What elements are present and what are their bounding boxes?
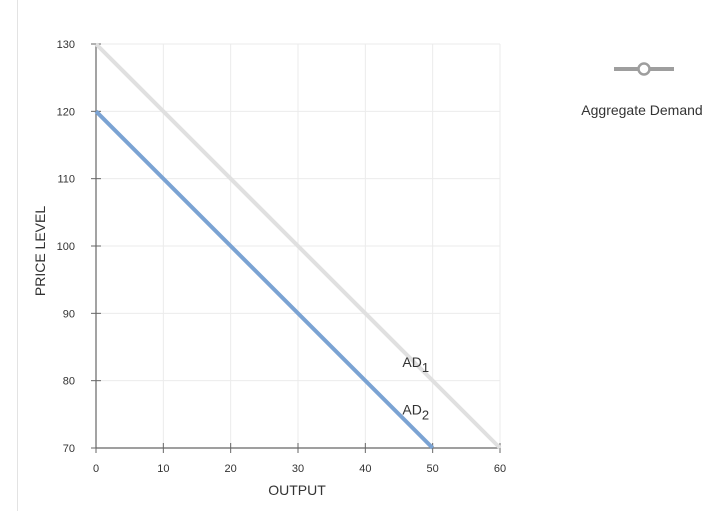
y-tick-label: 130: [57, 39, 75, 51]
y-tick-label: 90: [63, 308, 75, 320]
legend-swatch-icon: [614, 62, 674, 76]
x-axis-label: OUTPUT: [268, 482, 326, 498]
series-line-1: [94, 42, 502, 450]
y-tick-label: 80: [63, 376, 75, 388]
y-tick-label: 120: [57, 106, 75, 118]
legend-label: Aggregate Demand: [581, 102, 703, 118]
y-tick-label: 110: [57, 174, 75, 186]
y-tick-label: 100: [57, 241, 75, 253]
ticks: 0 10 20 30 40 50 60 70 80 90 100 110 120 130: [57, 39, 506, 475]
legend[interactable]: Aggregate Demand: [560, 56, 724, 118]
x-tick-label: 50: [427, 463, 439, 475]
x-tick-label: 10: [157, 463, 169, 475]
chart-plot: 0 10 20 30 40 50 60 70 80 90 100 110 120 130 AD1 AD2 O…: [32, 39, 506, 498]
series-label-1: AD1: [402, 354, 429, 375]
series: AD1 AD2: [94, 42, 502, 450]
y-tick-label: 70: [63, 443, 75, 455]
series-label-2: AD2: [402, 401, 429, 422]
series-line-2: [94, 109, 435, 450]
x-tick-label: 60: [494, 463, 506, 475]
frame-border: [17, 0, 18, 511]
x-tick-label: 30: [292, 463, 304, 475]
x-tick-label: 20: [225, 463, 237, 475]
x-tick-label: 40: [359, 463, 371, 475]
x-tick-label: 0: [93, 463, 99, 475]
y-axis-label: PRICE LEVEL: [32, 206, 48, 296]
